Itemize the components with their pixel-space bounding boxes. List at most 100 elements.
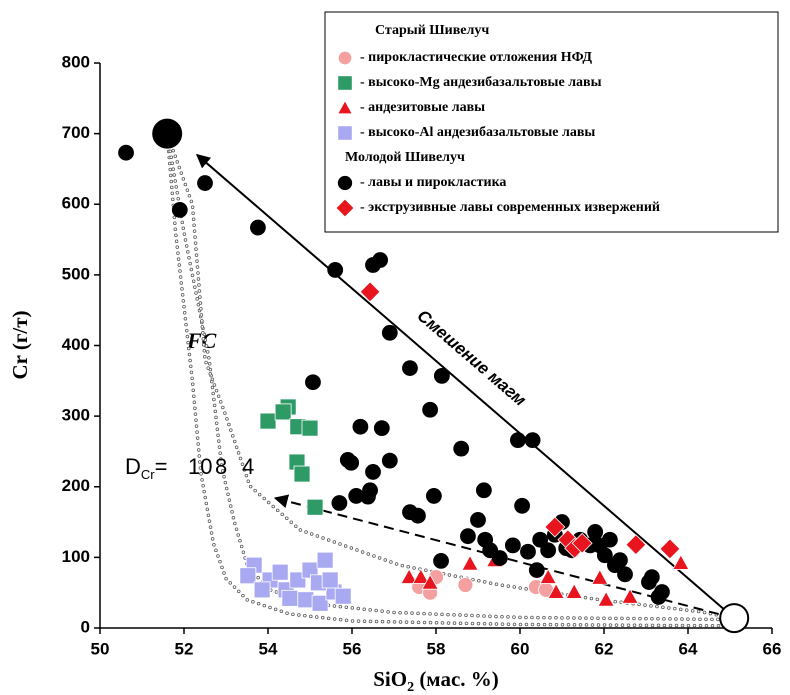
legend-label: - лавы и пирокластика [360, 175, 506, 190]
point [316, 551, 334, 569]
legend-marker [337, 50, 353, 66]
point [348, 488, 365, 504]
x-tick-label: 64 [679, 639, 698, 658]
point [601, 531, 618, 548]
point [520, 543, 536, 560]
point [321, 571, 339, 589]
point [410, 507, 426, 524]
point [654, 584, 670, 600]
end-member [152, 118, 183, 149]
point [540, 542, 557, 559]
point [293, 465, 311, 483]
point [343, 454, 360, 471]
point [470, 512, 486, 528]
fc-curve-label: 4 [242, 454, 254, 479]
point [587, 524, 604, 540]
point [412, 568, 430, 584]
point [433, 553, 449, 569]
y-tick-label: 800 [62, 52, 90, 71]
point [621, 588, 639, 604]
d-eq: = [155, 454, 168, 479]
x-tick-label: 56 [343, 639, 362, 658]
point [491, 550, 508, 566]
mixing-label: Смешение магм [413, 306, 530, 410]
mixing-arrow [195, 153, 735, 619]
point [422, 401, 439, 418]
point [381, 452, 398, 469]
point [402, 360, 418, 377]
legend-box [324, 11, 779, 233]
point [504, 537, 521, 554]
x-label-sub: 2 [407, 680, 414, 695]
point [461, 554, 479, 571]
point [281, 589, 299, 607]
legend-label: - пирокластические отложения НФД [360, 50, 592, 65]
legend-label: - высоко-Al андезибазальтовые лавы [360, 125, 595, 140]
point [305, 374, 321, 391]
fc-curve-label: 8 [215, 454, 227, 479]
x-tick-label: 52 [175, 639, 194, 658]
x-tick-label: 58 [427, 639, 446, 658]
x-tick-label: 62 [595, 639, 614, 658]
point [365, 464, 381, 480]
point [118, 144, 134, 161]
point [659, 538, 681, 560]
point [625, 534, 647, 556]
x-label-main: SiO [373, 667, 407, 691]
y-tick-label: 200 [62, 476, 90, 495]
x-tick-label: 60 [511, 639, 530, 658]
fc-curve-label: 10 [188, 454, 212, 479]
d-sub: Cr [141, 467, 155, 482]
point [331, 495, 348, 511]
y-tick-label: 400 [62, 335, 90, 354]
y-tick-label: 300 [62, 406, 90, 425]
point [597, 590, 615, 607]
point [421, 573, 439, 590]
point [617, 566, 633, 583]
legend-heading: Молодой Шивелуч [345, 150, 465, 165]
point [297, 591, 315, 609]
y-tick-label: 500 [62, 264, 90, 283]
y-axis-label: Cr (г/т) [8, 310, 32, 379]
point [612, 552, 628, 569]
point [250, 219, 266, 236]
point [359, 281, 381, 303]
point [643, 569, 660, 586]
legend-marker [335, 198, 355, 218]
point [197, 175, 213, 191]
point [672, 554, 690, 570]
point [381, 324, 398, 341]
point [528, 562, 545, 578]
point [372, 252, 389, 268]
point [571, 532, 593, 554]
fc-label: FC [186, 328, 217, 353]
point [306, 498, 324, 516]
point [239, 567, 257, 585]
legend-marker [337, 75, 353, 91]
legend-label: - андезитовые лавы [360, 100, 485, 115]
d-label: DCr= [125, 454, 167, 482]
point [327, 262, 344, 278]
point [253, 581, 271, 599]
point [596, 547, 613, 564]
legend-marker [337, 99, 353, 115]
fc-curve-inner [166, 132, 736, 620]
y-tick-label: 600 [62, 194, 90, 213]
y-tick-label: 700 [62, 123, 90, 142]
point [352, 418, 369, 435]
x-tick-label: 50 [91, 639, 110, 658]
point [475, 482, 492, 499]
point [400, 568, 418, 584]
point [311, 594, 329, 612]
legend-marker [337, 175, 353, 191]
fc-curve-inner [166, 132, 731, 627]
end-member [719, 603, 750, 634]
point [544, 516, 566, 538]
legend-heading: Старый Шивелуч [375, 23, 489, 38]
y-tick-label: 0 [81, 617, 90, 636]
point [565, 583, 583, 599]
point [433, 367, 450, 384]
point [591, 569, 609, 585]
point [532, 531, 549, 548]
point [457, 577, 474, 593]
